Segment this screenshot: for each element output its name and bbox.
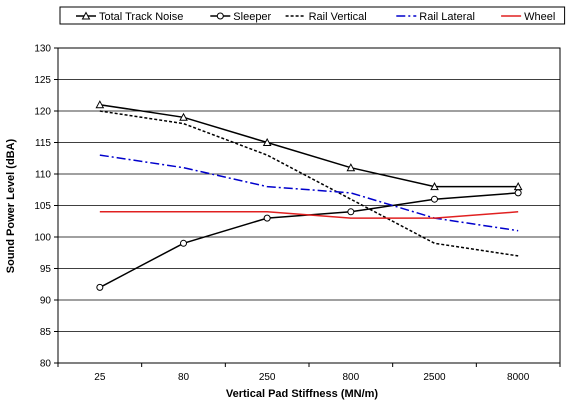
legend-item-rail-lateral: Rail Lateral <box>396 11 475 23</box>
y-tick-label: 125 <box>34 75 51 86</box>
series-rail-lateral <box>99 154 519 232</box>
data-point <box>514 189 522 197</box>
x-tick-label: 25 <box>94 372 106 383</box>
y-axis-title: Sound Power Level (dBA) <box>5 138 17 273</box>
x-tick-label: 800 <box>342 372 359 383</box>
legend-item-rail-vertical: Rail Vertical <box>285 11 367 23</box>
data-point <box>96 283 104 291</box>
series-group <box>95 100 523 291</box>
y-tick-label: 105 <box>34 201 51 212</box>
x-axis-title: Vertical Pad Stiffness (MN/m) <box>226 388 379 400</box>
legend: Total Track Noise Sleeper Rail Vertical Rai… <box>59 6 566 25</box>
y-tick-label: 95 <box>40 264 52 275</box>
legend-label: Wheel <box>524 11 555 23</box>
x-tick-label: 250 <box>259 372 276 383</box>
legend-marker <box>216 12 224 20</box>
data-point <box>263 214 271 222</box>
data-point <box>430 182 439 191</box>
legend-item-wheel: Wheel <box>501 11 555 23</box>
gridlines <box>58 47 560 364</box>
y-tick-label: 120 <box>34 107 51 118</box>
y-tick-label: 100 <box>34 233 51 244</box>
legend-box <box>59 6 566 25</box>
series-line <box>99 211 519 219</box>
data-point <box>95 100 105 109</box>
y-tick-label: 110 <box>35 170 51 181</box>
data-point <box>179 112 188 121</box>
legend-label: Total Track Noise <box>99 11 183 23</box>
series-wheel <box>99 211 519 219</box>
legend-label: Rail Lateral <box>419 11 475 23</box>
legend-label: Rail Vertical <box>309 11 367 23</box>
legend-item-total-track-noise: Total Track Noise <box>76 11 183 23</box>
data-point <box>346 163 356 172</box>
series-line <box>99 154 519 232</box>
legend-item-sleeper: Sleeper <box>210 11 272 23</box>
axes: 80 85 90 95 100 105 110 115 120 125 130 25 80 250 800 2… <box>34 44 561 383</box>
legend-label: Sleeper <box>233 11 271 23</box>
x-tick-label: 8000 <box>507 372 530 383</box>
data-point <box>431 195 438 203</box>
y-tick-label: 80 <box>40 359 52 370</box>
series-line <box>99 192 519 289</box>
legend-marker <box>81 11 91 20</box>
y-tick-label: 85 <box>40 327 52 338</box>
y-tick-label: 130 <box>34 44 51 55</box>
series-rail-vertical <box>99 110 519 257</box>
x-tick-label: 80 <box>178 372 190 383</box>
data-point <box>262 137 272 146</box>
series-total-track-noise <box>95 100 523 191</box>
data-point <box>347 208 355 216</box>
y-tick-label: 90 <box>40 296 52 307</box>
series-line <box>99 110 519 257</box>
data-point <box>180 239 187 247</box>
x-tick-label: 2500 <box>423 372 446 383</box>
series-line <box>99 103 519 188</box>
series-sleeper <box>96 189 522 291</box>
y-tick-label: 115 <box>35 138 51 149</box>
